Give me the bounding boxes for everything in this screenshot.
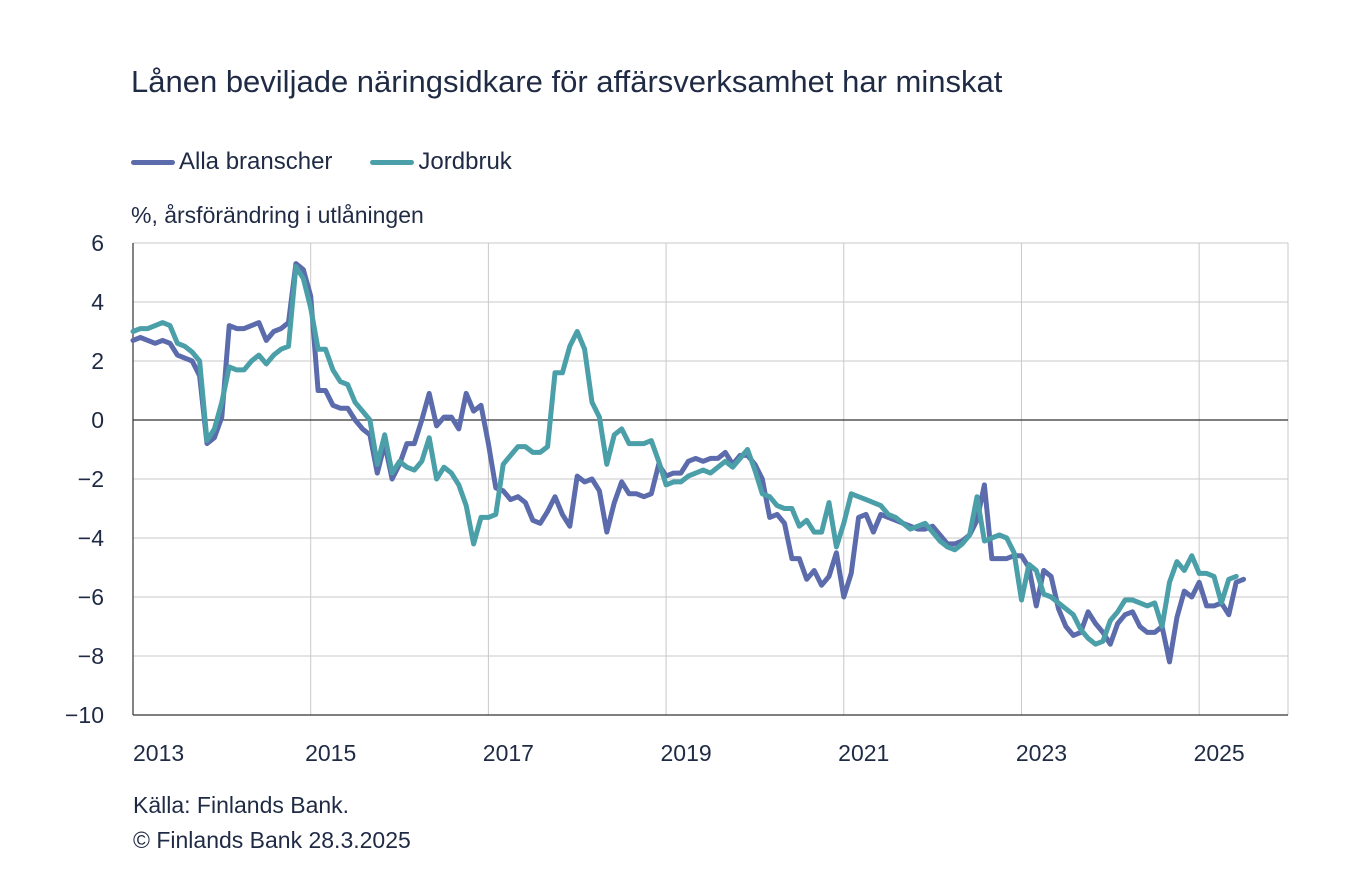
- x-tick-label: 2013: [133, 740, 184, 766]
- legend-item-jordbruk: Jordbruk: [370, 148, 512, 176]
- chart-title: Lånen beviljade näringsidkare för affärs…: [131, 64, 1003, 99]
- x-tick-label: 2023: [1016, 740, 1067, 766]
- source-note: Källa: Finlands Bank.: [133, 792, 350, 818]
- x-tick-label: 2015: [305, 740, 356, 766]
- copyright-note: © Finlands Bank 28.3.2025: [133, 827, 411, 853]
- y-axis-label: %, årsförändring i utlåningen: [131, 202, 424, 228]
- legend-swatch-jordbruk: [370, 159, 415, 165]
- legend-label-alla-branscher: Alla branscher: [179, 148, 333, 175]
- y-tick-label: 4: [91, 289, 104, 315]
- x-tick-label: 2021: [838, 740, 889, 766]
- y-tick-label: 0: [91, 407, 104, 433]
- legend-item-alla-branscher: Alla branscher: [131, 148, 332, 176]
- y-tick-label: 6: [91, 230, 104, 256]
- legend-swatch-alla-branscher: [131, 159, 175, 165]
- y-tick-label: −6: [78, 584, 104, 610]
- x-tick-label: 2025: [1194, 740, 1245, 766]
- x-tick-label: 2019: [660, 740, 711, 766]
- y-tick-label: 2: [91, 348, 104, 374]
- y-tick-label: −2: [78, 466, 104, 492]
- y-tick-label: −8: [78, 643, 104, 669]
- y-tick-label: −4: [78, 525, 104, 551]
- series-line-alla-branscher: [130, 261, 1247, 665]
- legend-label-jordbruk: Jordbruk: [418, 148, 512, 175]
- y-tick-label: −10: [65, 702, 104, 728]
- series-line-jordbruk: [130, 264, 1239, 647]
- x-tick-label: 2017: [483, 740, 534, 766]
- chart-legend: Alla branscher Jordbruk: [131, 146, 550, 178]
